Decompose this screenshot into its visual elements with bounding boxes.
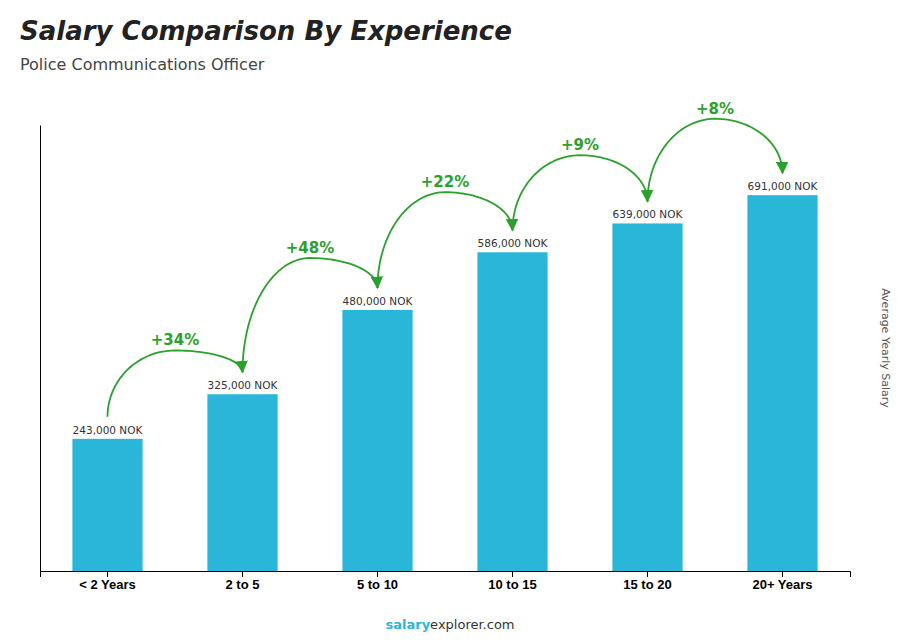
- x-tick-mark: [377, 571, 378, 577]
- x-tick: 5 to 10: [357, 571, 398, 592]
- arcs: [108, 119, 783, 417]
- x-tick-label: 2 to 5: [226, 577, 260, 592]
- annotation: +9%: [561, 136, 599, 154]
- data-label: 480,000 NOK: [343, 295, 414, 307]
- subtitle: Police Communications Officer: [20, 55, 265, 74]
- data-label: 243,000 NOK: [73, 424, 144, 436]
- annotation: +34%: [151, 331, 199, 349]
- bar: [612, 223, 682, 571]
- x-axis-line: [41, 572, 851, 578]
- labels: +34% +48% +22% +9% +8% 243,000 NOK 325,000 NOK…: [73, 100, 819, 436]
- annotation: +22%: [421, 173, 469, 191]
- data-label: 325,000 NOK: [208, 379, 279, 391]
- marks: [72, 195, 817, 571]
- arc-arrow: [243, 258, 378, 372]
- data-label: 639,000 NOK: [613, 208, 684, 220]
- x-tick-mark: [107, 571, 108, 577]
- footer: salaryexplorer.com: [385, 617, 514, 632]
- bar: [342, 310, 412, 571]
- annotation: +8%: [696, 100, 734, 118]
- x-tick-label: 10 to 15: [488, 577, 536, 592]
- footer-part: salary: [385, 617, 430, 632]
- bar: [477, 252, 547, 571]
- x-tick-label: 5 to 10: [357, 577, 398, 592]
- x-tick: 15 to 20: [623, 571, 671, 592]
- x-tick-label: 20+ Years: [752, 577, 812, 592]
- y-axis-line: [40, 126, 41, 572]
- x-tick-mark: [647, 571, 648, 577]
- chart: Salary Comparison By Experience Police Co…: [0, 0, 900, 641]
- annotation: +48%: [286, 239, 334, 257]
- bar: [207, 394, 277, 571]
- x-axis: < 2 Years 2 to 5 5 to 10 10 to 15 15 to 20 20…: [41, 571, 851, 592]
- bar: [72, 439, 142, 571]
- data-label: 586,000 NOK: [478, 237, 549, 249]
- x-tick-mark: [782, 571, 783, 577]
- title: Salary Comparison By Experience: [20, 16, 512, 46]
- x-tick-mark: [242, 571, 243, 577]
- x-tick-label: 15 to 20: [623, 577, 671, 592]
- x-tick-mark: [512, 571, 513, 577]
- x-tick: 2 to 5: [226, 571, 260, 592]
- x-tick: 20+ Years: [752, 571, 812, 592]
- x-tick: 10 to 15: [488, 571, 536, 592]
- x-tick-label: < 2 Years: [79, 577, 136, 592]
- footer-part: explorer.com: [430, 617, 514, 632]
- y-axis: [40, 126, 41, 572]
- data-label: 691,000 NOK: [748, 180, 819, 192]
- y-axis-title: Average Yearly Salary: [879, 288, 892, 408]
- bar: [747, 195, 817, 571]
- plot: < 2 Years 2 to 5 5 to 10 10 to 15 15 to 20 20…: [41, 100, 851, 592]
- x-tick: < 2 Years: [79, 571, 136, 592]
